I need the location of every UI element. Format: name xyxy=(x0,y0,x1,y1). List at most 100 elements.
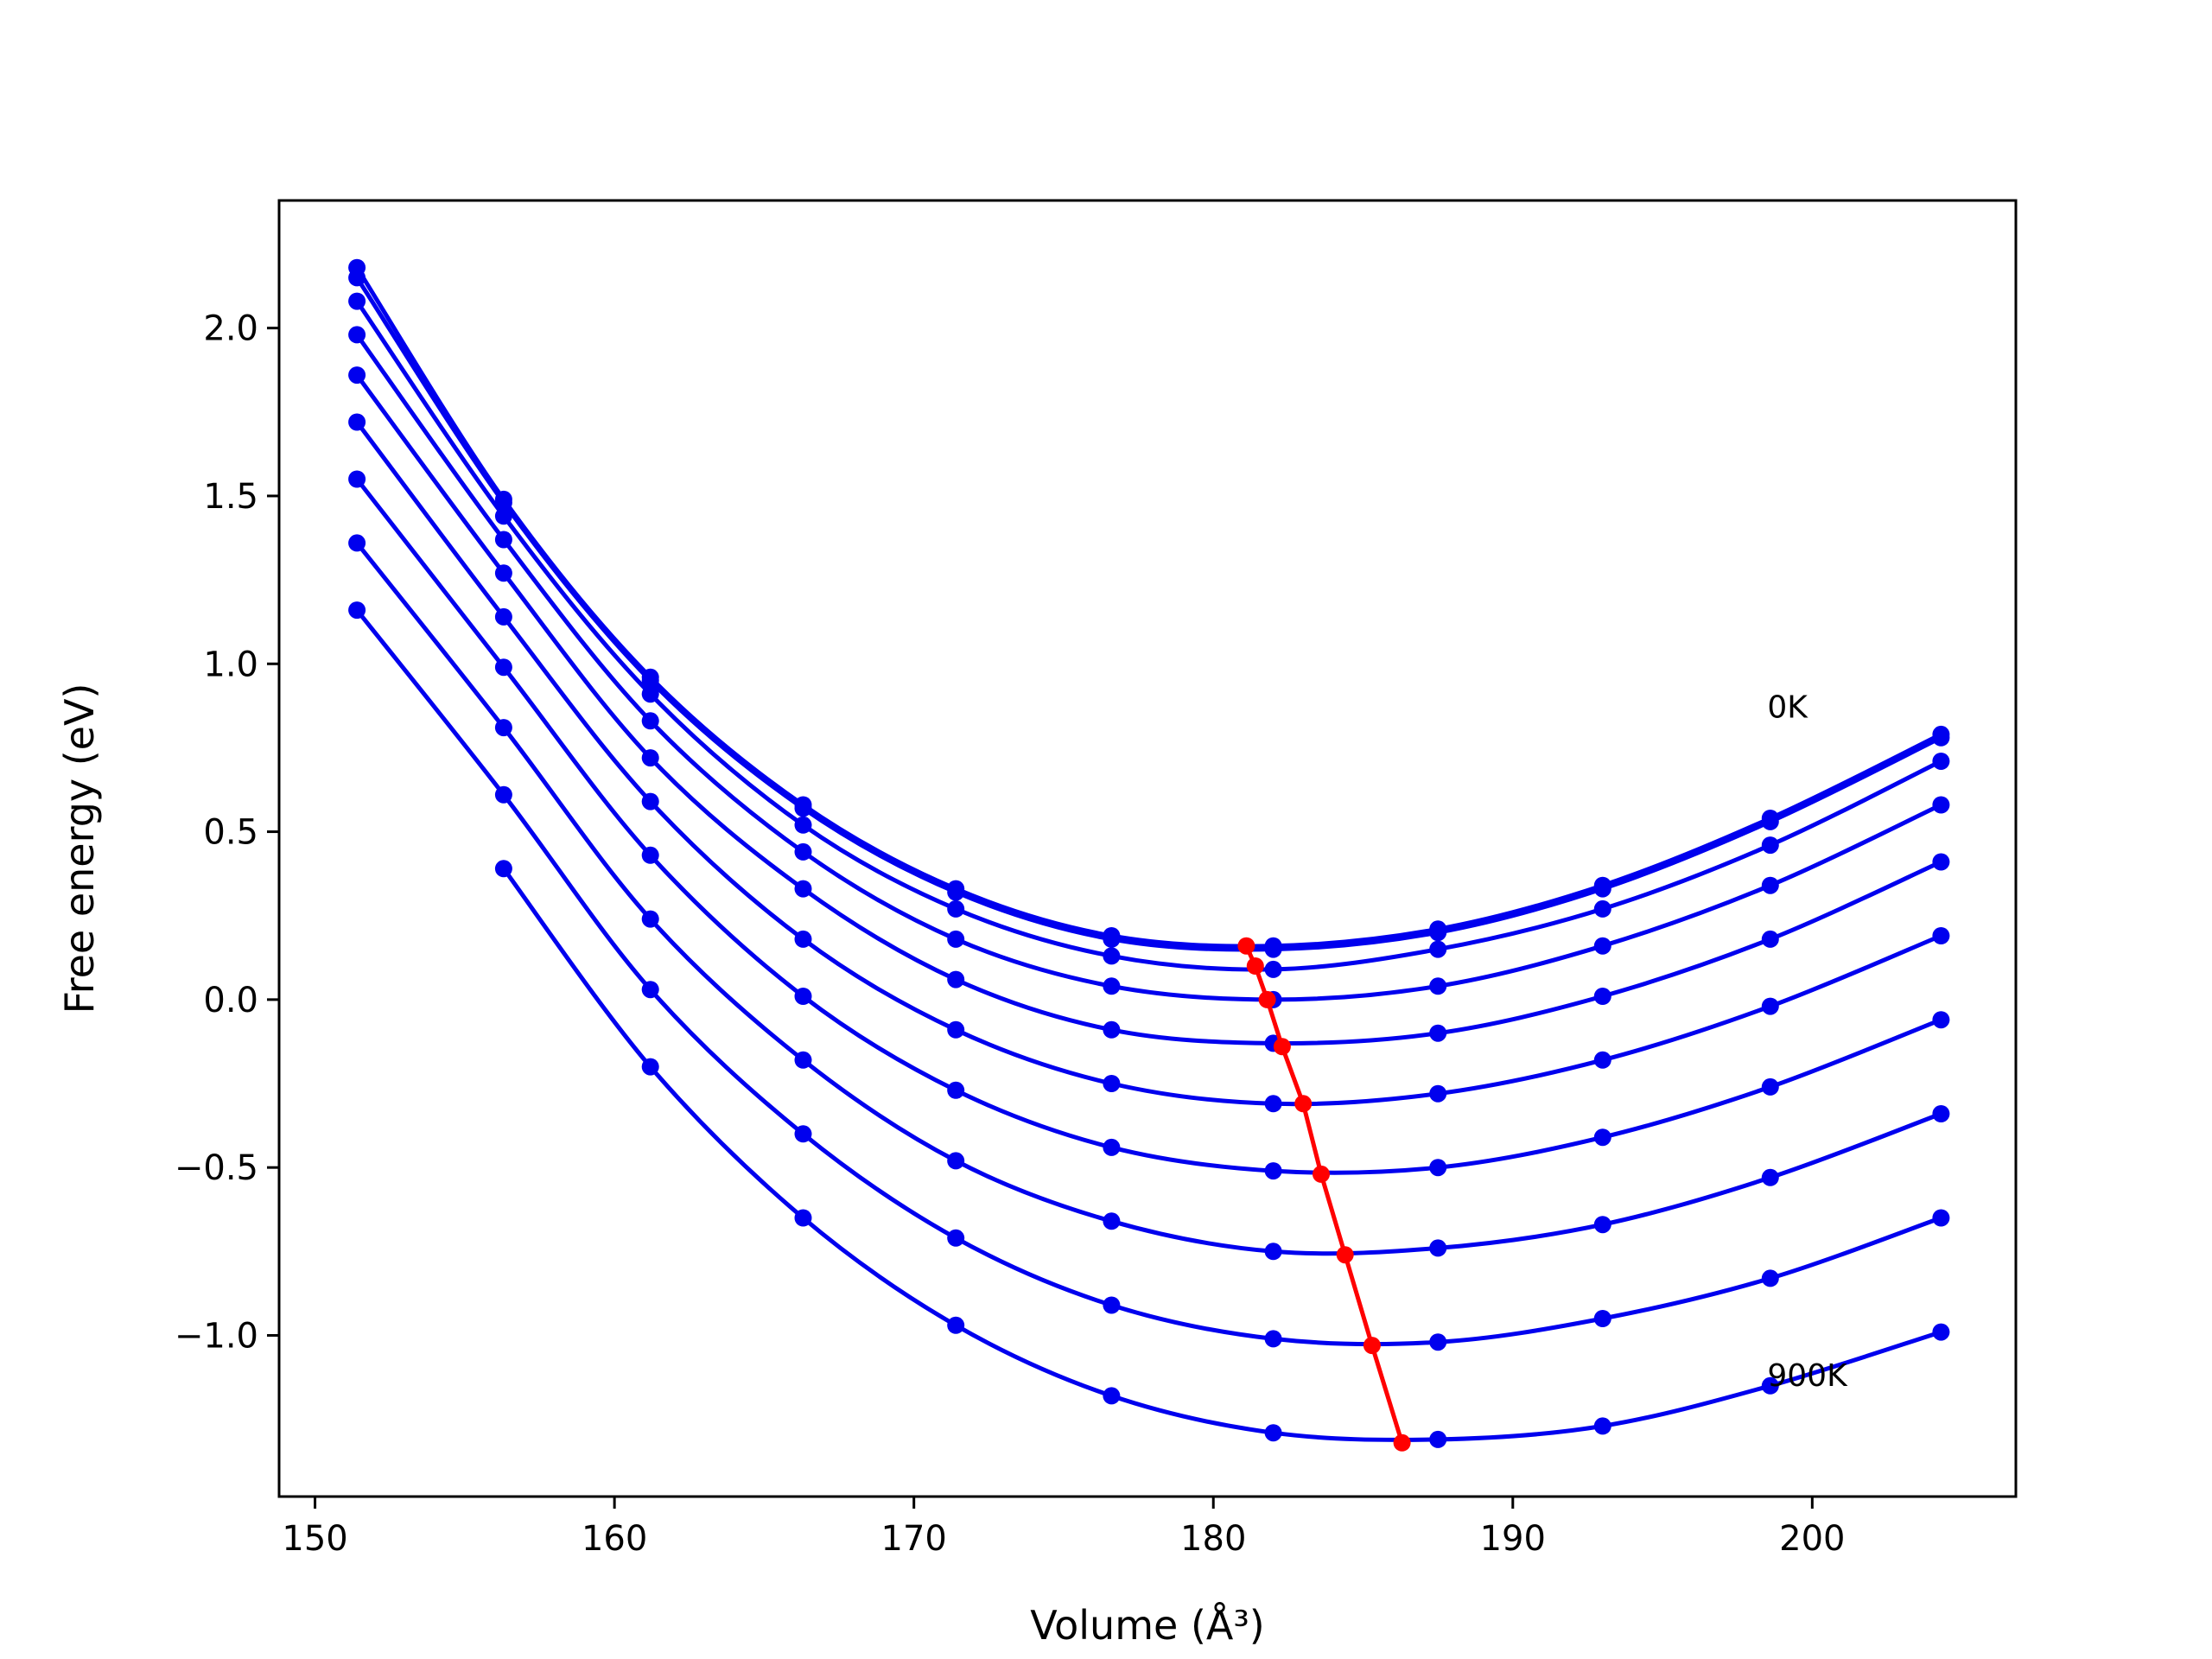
minima-point-4 xyxy=(1294,1095,1313,1113)
series-3-point-4 xyxy=(947,930,965,948)
series-8-point-9 xyxy=(1761,1269,1779,1287)
series-line-3 xyxy=(355,333,1942,1002)
series-8-point-5 xyxy=(1103,1296,1121,1314)
series-2-point-4 xyxy=(947,899,965,918)
annotation-1: 900K xyxy=(1767,1358,1848,1394)
series-3-point-10 xyxy=(1932,796,1950,814)
y-tick-label-4: 0.0 xyxy=(203,981,258,1020)
series-9-point-3 xyxy=(947,1316,965,1334)
series-5-point-3 xyxy=(794,930,812,948)
y-tick-label-2: 1.0 xyxy=(203,645,258,684)
x-tick-label-200: 200 xyxy=(1779,1519,1845,1559)
series-5-point-9 xyxy=(1761,997,1779,1015)
series-3-point-8 xyxy=(1593,937,1611,955)
series-line-6 xyxy=(355,477,1942,1175)
series-3-point-0 xyxy=(348,326,366,344)
series-7-point-3 xyxy=(794,1051,812,1069)
series-3-point-3 xyxy=(794,842,812,861)
minima-point-7 xyxy=(1363,1337,1381,1355)
series-3-point-1 xyxy=(494,531,512,549)
series-1-point-3 xyxy=(794,799,812,817)
series-3-point-5 xyxy=(1103,977,1121,995)
y-tick-label-6: −1.0 xyxy=(175,1316,258,1356)
series-8-point-1 xyxy=(494,785,512,804)
series-2-point-3 xyxy=(794,816,812,834)
plot-area xyxy=(348,258,1950,1452)
x-axis: 150 160 170 180 190 200 xyxy=(282,1497,1846,1559)
series-4-point-2 xyxy=(641,749,659,767)
series-7-point-5 xyxy=(1103,1212,1121,1230)
series-8-point-10 xyxy=(1932,1209,1950,1227)
series-7-point-6 xyxy=(1264,1243,1282,1261)
series-6-point-6 xyxy=(1264,1162,1282,1180)
series-7-point-0 xyxy=(348,534,366,552)
series-8-point-2 xyxy=(641,981,659,999)
series-9-point-7 xyxy=(1593,1417,1611,1435)
x-tick-label-180: 180 xyxy=(1180,1519,1246,1559)
series-1-point-10 xyxy=(1932,728,1950,747)
series-7-point-4 xyxy=(947,1152,965,1170)
series-1-point-9 xyxy=(1761,812,1779,830)
series-9-point-5 xyxy=(1264,1424,1282,1442)
series-8-point-7 xyxy=(1429,1333,1447,1351)
series-5-point-10 xyxy=(1932,927,1950,944)
series-5-point-2 xyxy=(641,792,659,810)
series-3-point-9 xyxy=(1761,876,1779,894)
series-2-point-1 xyxy=(494,507,512,525)
series-line-1 xyxy=(355,276,1942,952)
series-line-4 xyxy=(355,373,1942,1046)
series-6-point-9 xyxy=(1761,1077,1779,1096)
series-4-point-1 xyxy=(494,564,512,582)
series-9-point-0 xyxy=(494,860,512,878)
annotations: 0K 900K xyxy=(1767,690,1848,1393)
series-4-point-9 xyxy=(1761,930,1779,948)
minima-point-6 xyxy=(1336,1246,1354,1264)
series-5-point-4 xyxy=(947,1020,965,1039)
series-1-point-8 xyxy=(1593,880,1611,898)
minima-point-0 xyxy=(1237,937,1255,955)
minima-point-3 xyxy=(1273,1038,1291,1056)
minima-point-2 xyxy=(1258,990,1276,1008)
x-tick-label-170: 170 xyxy=(881,1519,947,1559)
series-5-point-8 xyxy=(1593,1051,1611,1069)
series-9-point-2 xyxy=(794,1209,812,1227)
series-4-point-8 xyxy=(1593,988,1611,1005)
series-4-point-3 xyxy=(794,880,812,898)
series-6-point-3 xyxy=(794,988,812,1005)
series-7-point-7 xyxy=(1429,1239,1447,1257)
series-6-point-4 xyxy=(947,1081,965,1099)
series-line-2 xyxy=(355,300,1942,972)
series-6-point-8 xyxy=(1593,1128,1611,1147)
series-5-point-0 xyxy=(348,413,366,431)
y-tick-label-0: 2.0 xyxy=(203,309,258,349)
series-4-point-7 xyxy=(1429,1024,1447,1042)
series-1-point-0 xyxy=(348,269,366,287)
series-6-point-5 xyxy=(1103,1138,1121,1156)
series-line-7 xyxy=(355,541,1942,1256)
series-2-point-2 xyxy=(641,685,659,703)
series-8-point-3 xyxy=(794,1125,812,1143)
series-4-point-10 xyxy=(1932,853,1950,871)
series-2-point-6 xyxy=(1264,960,1282,978)
y-tick-label-3: 0.5 xyxy=(203,813,258,853)
series-line-8 xyxy=(355,608,1942,1347)
x-tick-label-190: 190 xyxy=(1480,1519,1546,1559)
series-9-point-8 xyxy=(1761,1376,1779,1395)
x-axis-label: Volume (Å³) xyxy=(1030,1602,1265,1649)
series-6-point-7 xyxy=(1429,1159,1447,1177)
y-axis-label: Free energy (eV) xyxy=(56,683,103,1014)
series-1-point-7 xyxy=(1429,924,1447,942)
series-line-9 xyxy=(501,867,1942,1442)
series-5-point-1 xyxy=(494,607,512,626)
series-7-point-10 xyxy=(1932,1105,1950,1122)
series-1-point-4 xyxy=(947,883,965,901)
series-7-point-9 xyxy=(1761,1168,1779,1186)
minima-point-8 xyxy=(1393,1433,1411,1452)
series-1-point-2 xyxy=(641,671,659,690)
series-6-point-2 xyxy=(641,846,659,864)
series-7-point-1 xyxy=(494,719,512,737)
series-6-point-0 xyxy=(348,470,366,488)
series-2-point-10 xyxy=(1932,753,1950,770)
